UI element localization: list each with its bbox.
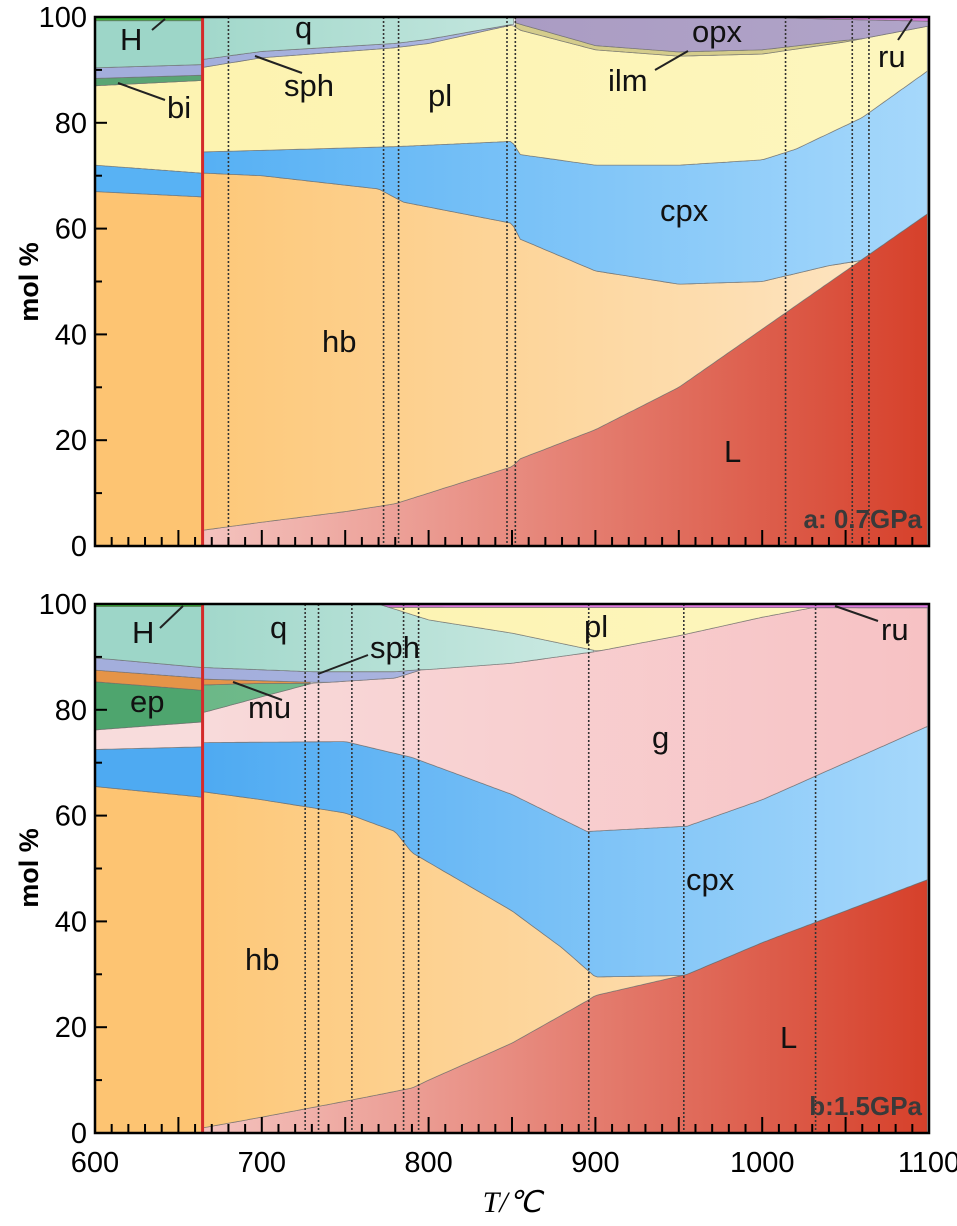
x-tick-label: 1000 [730, 1147, 795, 1179]
x-tick-label: 900 [571, 1147, 619, 1179]
leader-sph [317, 654, 369, 675]
panel-b-labels: H q sph ep mu pl ru g cpx hb L b:1.5GPa [130, 605, 923, 1121]
panel-a-pressure-label: a: 0.7GPa [803, 504, 922, 534]
y-tick-label: 40 [55, 319, 87, 351]
label-sph: sph [284, 68, 334, 103]
label-H: H [132, 615, 154, 650]
label-cpx: cpx [686, 862, 735, 897]
label-sph: sph [370, 630, 420, 665]
label-ep: ep [130, 684, 164, 719]
panel-a: 0 20 40 60 80 100 [39, 2, 931, 563]
label-hb: hb [245, 942, 279, 977]
label-cpx: cpx [660, 193, 709, 228]
y-tick-label: 0 [71, 531, 87, 563]
y-tick-label: 80 [55, 108, 87, 140]
label-pl: pl [428, 78, 452, 113]
leader-sph [254, 55, 303, 74]
label-opx: opx [692, 14, 742, 49]
label-ru: ru [878, 39, 906, 74]
y-tick-label: 20 [55, 425, 87, 457]
label-pl: pl [584, 609, 608, 644]
panel-a-y-axis-title: mol % [14, 242, 44, 322]
leader-H [151, 18, 166, 31]
y-tick-label: 40 [55, 906, 87, 938]
panel-b-y-axis-title: mol % [14, 828, 44, 908]
label-ru: ru [881, 612, 909, 647]
panel-b-pressure-label: b:1.5GPa [809, 1091, 922, 1121]
y-tick-label: 100 [39, 589, 87, 621]
leader-ilm [654, 50, 689, 71]
label-hb: hb [322, 324, 356, 359]
phase-area-hb [94, 191, 203, 547]
leader-H [159, 605, 184, 629]
phase-area-q [94, 20, 203, 69]
plot-frame [93, 602, 931, 1135]
leader-mu [232, 681, 283, 701]
label-bi: bi [167, 90, 191, 125]
label-L: L [724, 434, 741, 469]
panel-a-labels: H q sph bi pl ilm opx ru cpx hb L a: 0.7… [117, 10, 923, 534]
leader-ru [834, 605, 879, 622]
panel-a-leader-lines [117, 18, 913, 101]
leader-bi [117, 82, 166, 101]
y-tick-label: 80 [55, 695, 87, 727]
label-L: L [780, 1020, 797, 1055]
y-tick-label: 60 [55, 214, 87, 246]
x-tick-label: 1100 [898, 1147, 957, 1179]
label-q: q [295, 10, 312, 45]
label-H: H [120, 22, 142, 57]
y-tick-label: 100 [39, 2, 87, 34]
y-tick-label: 60 [55, 801, 87, 833]
x-tick-labels: 600 700 800 900 1000 1100 [71, 1147, 957, 1179]
x-tick-label: 800 [404, 1147, 452, 1179]
phase-area-hb [94, 786, 203, 1134]
x-tick-label: 600 [71, 1147, 119, 1179]
y-tick-label: 20 [55, 1012, 87, 1044]
y-tick-label: 0 [71, 1118, 87, 1150]
label-ilm: ilm [608, 63, 648, 98]
x-tick-label: 700 [238, 1147, 286, 1179]
x-axis-title: T/℃ [483, 1186, 545, 1219]
leader-ru [897, 18, 913, 41]
plot-frame [93, 15, 931, 548]
label-g: g [652, 720, 669, 755]
label-q: q [270, 610, 287, 645]
panel-b: 0 20 40 60 80 100 [39, 589, 931, 1150]
panel-b-leader-lines [159, 605, 879, 701]
